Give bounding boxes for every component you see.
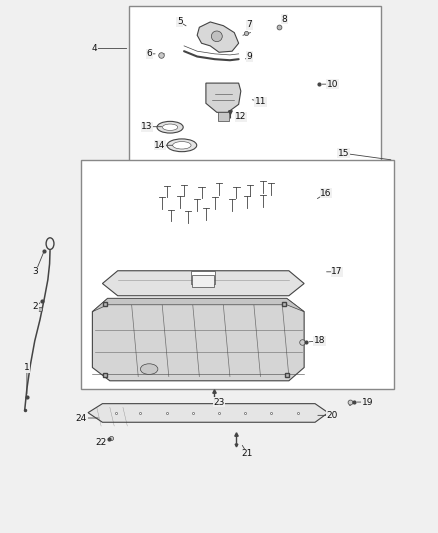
Text: 11: 11 xyxy=(255,97,266,106)
Ellipse shape xyxy=(157,122,183,133)
Text: 13: 13 xyxy=(141,122,153,131)
Text: 15: 15 xyxy=(338,149,349,158)
Polygon shape xyxy=(197,22,239,52)
Text: 6: 6 xyxy=(146,50,152,58)
Text: 23: 23 xyxy=(213,398,225,407)
Text: 2: 2 xyxy=(33,302,39,311)
Text: 7: 7 xyxy=(247,20,252,29)
Text: 5: 5 xyxy=(177,18,183,27)
Ellipse shape xyxy=(162,124,178,131)
Text: 9: 9 xyxy=(247,52,252,61)
Polygon shape xyxy=(88,403,328,422)
Text: 16: 16 xyxy=(320,189,332,198)
Text: 20: 20 xyxy=(327,411,338,420)
Text: 1: 1 xyxy=(24,363,30,372)
Text: 3: 3 xyxy=(33,268,39,276)
Bar xyxy=(130,6,381,163)
Polygon shape xyxy=(206,83,241,112)
Ellipse shape xyxy=(173,142,191,149)
Text: 10: 10 xyxy=(327,79,338,88)
Polygon shape xyxy=(191,271,215,284)
Text: 17: 17 xyxy=(331,268,343,276)
Text: 18: 18 xyxy=(314,336,325,345)
Text: 22: 22 xyxy=(95,439,107,448)
Text: 21: 21 xyxy=(242,449,253,458)
Text: 19: 19 xyxy=(362,398,373,407)
Bar xyxy=(81,160,394,389)
Text: 4: 4 xyxy=(92,44,97,53)
Text: 12: 12 xyxy=(235,112,247,121)
Bar xyxy=(218,112,229,122)
Polygon shape xyxy=(102,271,304,296)
Ellipse shape xyxy=(212,31,222,42)
Polygon shape xyxy=(92,298,304,381)
Text: 24: 24 xyxy=(76,414,87,423)
Polygon shape xyxy=(92,298,304,312)
Bar xyxy=(192,275,214,287)
Ellipse shape xyxy=(141,364,158,374)
Text: 8: 8 xyxy=(282,15,287,24)
Text: 14: 14 xyxy=(154,141,166,150)
Ellipse shape xyxy=(167,139,197,152)
